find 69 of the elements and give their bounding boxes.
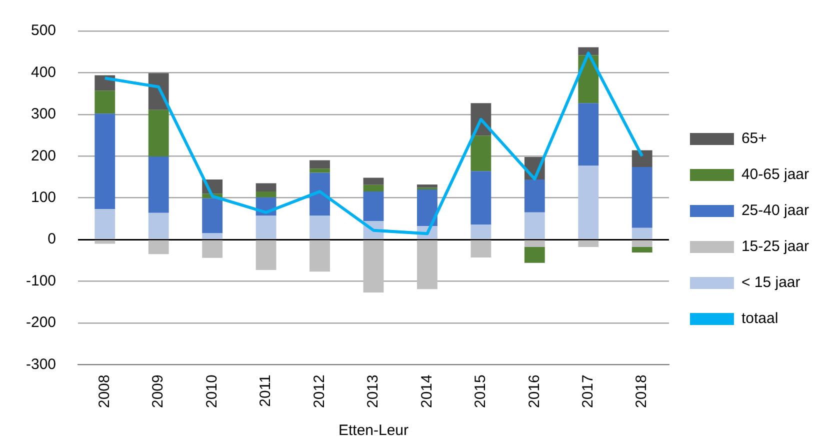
x-tick-label: 2011: [257, 374, 274, 407]
bar: [524, 179, 545, 212]
bar: [363, 192, 384, 222]
bar: [578, 166, 599, 239]
bar: [524, 247, 545, 263]
x-tick-label: 2013: [364, 374, 382, 408]
bar: [94, 90, 116, 114]
y-tick-label: -300: [26, 356, 56, 373]
bar: [202, 240, 223, 258]
bar: [310, 172, 330, 216]
bar: [470, 224, 492, 239]
x-tick-label: 2014: [418, 374, 436, 408]
y-tick-label: -200: [26, 314, 56, 332]
bar: [310, 160, 330, 169]
bar: [524, 212, 545, 239]
bar: [94, 114, 116, 210]
bar: [363, 178, 384, 185]
y-tick-label: 100: [30, 188, 56, 206]
legend-label: < 15 jaar: [741, 274, 800, 292]
y-tick-label: 500: [30, 22, 56, 40]
bar: [363, 240, 384, 292]
bar: [632, 150, 652, 167]
bar: [470, 171, 492, 225]
x-tick-label: 2012: [310, 374, 328, 408]
bar: [524, 240, 545, 248]
x-tick-label: 2010: [203, 374, 220, 408]
x-tick-label: 2008: [96, 374, 114, 408]
bar: [470, 240, 492, 258]
y-tick-label: 300: [30, 106, 56, 123]
bar: [310, 240, 330, 272]
x-tick-label: 2018: [633, 374, 650, 408]
legend-label: 40-65 jaar: [741, 166, 810, 184]
bar: [148, 110, 169, 157]
x-tick-label: 2016: [526, 374, 543, 408]
bar: [578, 103, 599, 166]
bar: [417, 189, 438, 226]
bar: [310, 168, 330, 173]
bar: [363, 184, 384, 192]
bar: [256, 216, 276, 239]
bar: [632, 247, 652, 252]
bar: [578, 240, 599, 248]
bar: [632, 240, 652, 248]
bar: [256, 183, 276, 192]
y-tick-label: 400: [30, 64, 56, 81]
y-tick-label: -100: [26, 272, 56, 290]
bar: [148, 156, 169, 213]
y-tick-label: 200: [30, 147, 56, 164]
bar: [148, 240, 169, 254]
bar: [310, 216, 330, 239]
y-tick-label: 0: [48, 230, 56, 248]
x-axis-title: Etten-Leur: [338, 422, 409, 440]
bar: [202, 233, 223, 239]
bar: [256, 192, 276, 198]
x-tick-label: 2015: [472, 374, 490, 408]
legend-label: 65+: [741, 130, 768, 148]
bar: [470, 136, 492, 172]
bar: [94, 209, 116, 239]
legend-label: 25-40 jaar: [741, 202, 810, 220]
bar: [417, 240, 438, 290]
bar: [417, 184, 438, 188]
bar: [148, 212, 169, 239]
bar: [256, 240, 276, 270]
legend-label: 15-25 jaar: [741, 238, 810, 256]
x-tick-label: 2009: [150, 374, 167, 408]
x-tick-label: 2017: [580, 374, 597, 408]
legend-label: totaal: [741, 310, 778, 328]
bar: [632, 166, 652, 228]
bar: [632, 228, 652, 239]
bar: [202, 198, 223, 234]
